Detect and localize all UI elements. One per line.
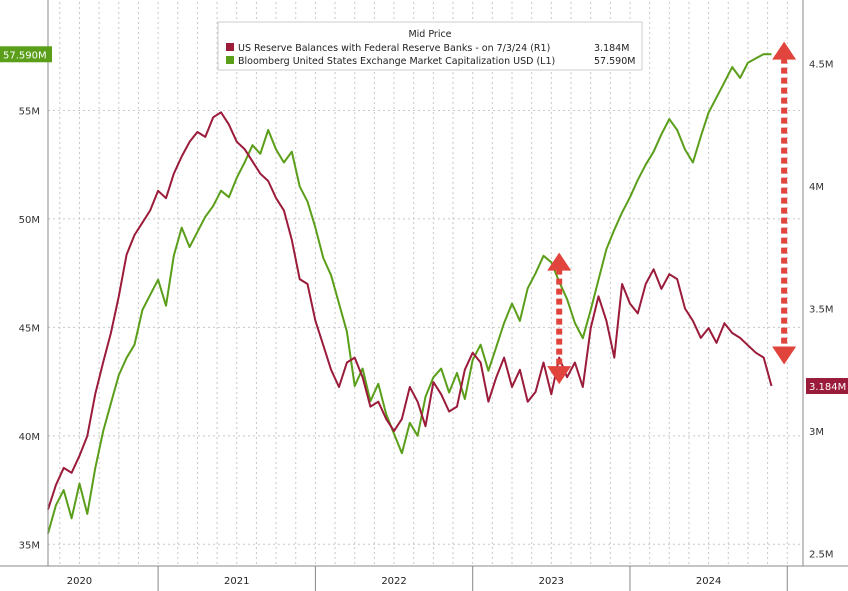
left-tick-label: 50M	[19, 215, 40, 226]
series-line-market-cap	[47, 53, 772, 534]
x-axis-year-labels: 2020 2021 2022 2023 2024	[67, 576, 722, 587]
legend-swatch-market-cap	[226, 56, 234, 64]
left-tick-label: 40M	[19, 432, 40, 443]
right-tick-label: 2.5M	[809, 550, 834, 561]
last-value-badge-right	[806, 378, 848, 395]
year-label: 2022	[381, 576, 406, 587]
double-arrow-2	[772, 41, 797, 365]
legend-box	[217, 21, 643, 71]
legend-title: Mid Price	[408, 29, 451, 40]
legend-entry-market-cap: Bloomberg United States Exchange Market …	[238, 56, 555, 67]
series-layer	[47, 53, 773, 534]
left-tick-label: 35M	[19, 540, 40, 551]
year-separators	[157, 566, 788, 591]
last-value-badges: 57.590M 3.184M	[0, 46, 848, 395]
double-arrow-1	[547, 252, 572, 385]
last-value-badge-left	[0, 46, 52, 63]
left-tick-label: 55M	[19, 106, 40, 117]
left-tick-label: 45M	[19, 323, 40, 334]
year-label: 2021	[224, 576, 249, 587]
right-tick-label: 3M	[809, 427, 824, 438]
legend: Mid Price US Reserve Balances with Feder…	[217, 21, 643, 71]
right-tick-label: 4.5M	[809, 59, 834, 70]
right-tick-label: 3.5M	[809, 305, 834, 316]
left-axis-ticks: 35M 40M 45M 50M 55M	[19, 106, 40, 551]
year-label: 2023	[539, 576, 564, 587]
series-line-reserves	[47, 111, 773, 510]
grid	[48, 2, 803, 566]
legend-entry-reserves: US Reserve Balances with Federal Reserve…	[238, 43, 550, 54]
legend-swatch-reserves	[226, 43, 234, 51]
year-label: 2020	[67, 576, 92, 587]
year-label: 2024	[696, 576, 721, 587]
legend-value-reserves: 3.184M	[594, 43, 629, 54]
last-value-badge-left-label: 57.590M	[3, 50, 47, 61]
last-value-badge-right-label: 3.184M	[809, 382, 846, 393]
right-axis-ticks: 2.5M 3M 3.5M 4M 4.5M	[809, 59, 834, 560]
legend-value-market-cap: 57.590M	[594, 56, 635, 67]
annotations	[547, 41, 797, 385]
right-tick-label: 4M	[809, 182, 824, 193]
